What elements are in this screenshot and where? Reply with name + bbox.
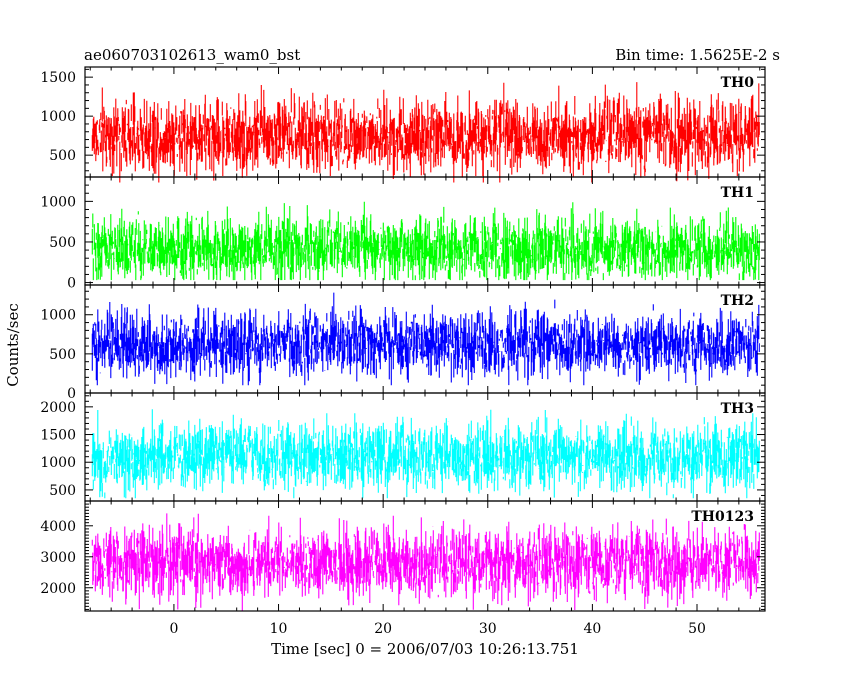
panel-th3: 500 1000 1500 2000 TH3 [40, 392, 766, 502]
panel-label-th0: TH0 [721, 75, 755, 91]
y-tick-label: 1000 [40, 455, 76, 471]
x-tick-label: 0 [169, 621, 178, 637]
panel-label-th3: TH3 [721, 401, 754, 417]
y-tick-label: 2000 [40, 581, 76, 597]
y-tick-label: 500 [49, 148, 76, 164]
x-tick-label: 30 [479, 621, 497, 637]
y-tick-label: 0 [67, 386, 76, 402]
series-line-th0 [91, 82, 760, 183]
y-tick-label: 1500 [40, 428, 76, 444]
series-line-th1 [91, 201, 760, 281]
x-tick-label: 10 [270, 621, 288, 637]
series-line-th2 [91, 292, 760, 386]
series-line-th3 [91, 409, 760, 499]
series-line-th0123 [91, 513, 760, 611]
panel-th0: 500 1000 1500 TH0 [40, 66, 766, 183]
y-tick-label: 4000 [40, 519, 76, 535]
bin-time-label: Bin time: 1.5625E-2 s [615, 46, 780, 64]
x-tick-label: 50 [688, 621, 706, 637]
y-tick-label: 500 [49, 483, 76, 499]
observation-id: ae060703102613_wam0_bst [84, 46, 300, 64]
y-tick-label: 3000 [40, 550, 76, 566]
panel-label-th1: TH1 [721, 185, 754, 201]
x-tick-label: 40 [583, 621, 601, 637]
y-tick-label: 0 [67, 276, 76, 292]
y-tick-label: 2000 [40, 400, 76, 416]
y-tick-label: 500 [49, 235, 76, 251]
panel-th0123: 2000 3000 4000 TH0123 [40, 500, 766, 612]
y-axis-title: Counts/sec [4, 303, 22, 387]
panel-th2: 0 500 1000 TH2 [40, 284, 766, 402]
x-tick-label: 20 [374, 621, 392, 637]
panel-label-th0123: TH0123 [691, 509, 754, 525]
y-tick-label: 1000 [40, 109, 76, 125]
x-axis-title: Time [sec] 0 = 2006/07/03 10:26:13.751 [271, 640, 579, 658]
y-tick-label: 1000 [40, 308, 76, 324]
panel-th1: 0 500 1000 TH1 [40, 176, 766, 292]
y-tick-label: 1000 [40, 194, 76, 210]
panel-label-th2: TH2 [721, 293, 754, 309]
y-tick-label: 500 [49, 347, 76, 363]
y-tick-label: 1500 [40, 70, 76, 86]
